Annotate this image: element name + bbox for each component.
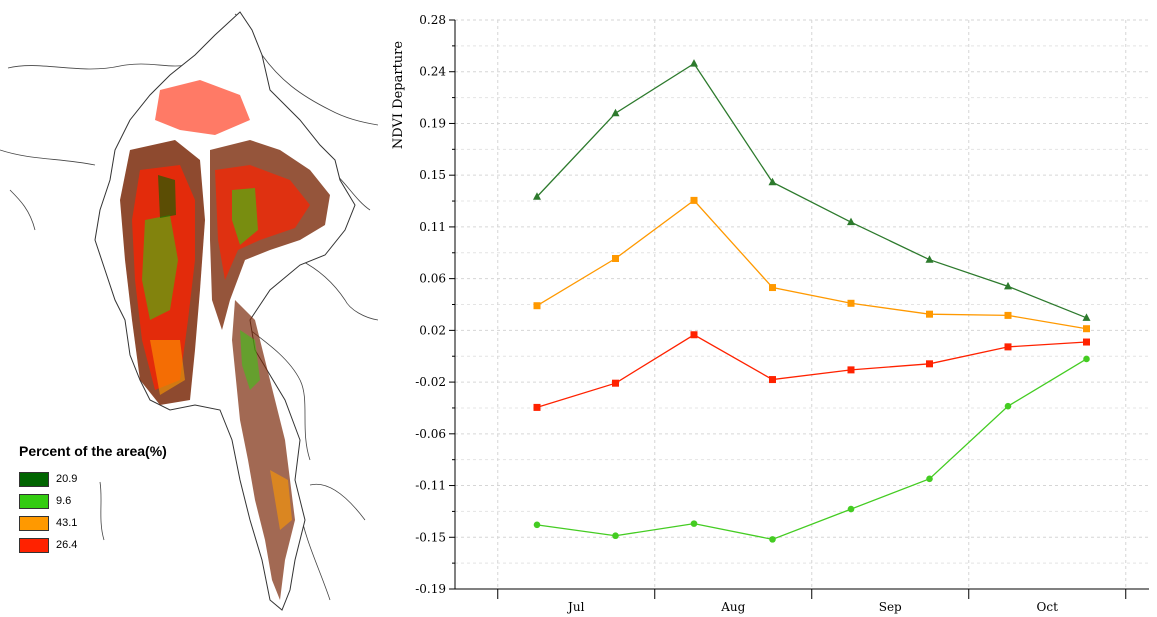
legend-item: 9.6 [19, 490, 167, 512]
y-tick-label: 0.06 [419, 272, 446, 286]
border-line [309, 483, 366, 521]
data-point [1083, 355, 1090, 363]
legend-item: 43.1 [19, 512, 167, 534]
border-line [9, 189, 36, 231]
data-point [1083, 338, 1090, 346]
series-group [533, 59, 1091, 321]
data-point [1004, 402, 1012, 410]
legend-value: 20.9 [56, 473, 78, 485]
x-tick-label: Aug [720, 600, 745, 614]
data-point [768, 177, 777, 186]
axes: 0.28 0.24 0.19 0.15 0.11 0.06 0.02 -0.02 -0.06 -0… [415, 13, 1149, 614]
data-point [926, 310, 933, 318]
data-point [533, 302, 541, 310]
map-panel: Percent of the area(%) 20.9 9.6 43.1 26.… [0, 0, 378, 617]
data-point [926, 360, 933, 368]
legend-item: 20.9 [19, 468, 167, 490]
legend-swatch [19, 493, 49, 509]
x-tick-label: Oct [1037, 600, 1059, 614]
y-tick-label: 0.28 [419, 13, 446, 27]
data-point [1082, 313, 1091, 321]
ndvi-line-chart: 0.28 0.24 0.19 0.15 0.11 0.06 0.02 -0.02 -0.06 -0… [391, 13, 1149, 614]
data-point [847, 505, 855, 513]
data-point [612, 379, 619, 387]
y-axis-title: NDVI Departure [391, 41, 406, 149]
data-point [690, 520, 698, 527]
legend-swatch [19, 515, 49, 531]
legend-swatch [19, 471, 49, 487]
series-group [533, 331, 1090, 411]
data-point [847, 299, 855, 307]
grid [455, 19, 1149, 590]
data-point [611, 108, 620, 117]
y-tick-label: -0.06 [415, 427, 446, 441]
data-point [769, 376, 776, 384]
series-line [536, 62, 1087, 319]
legend-swatch [19, 537, 49, 553]
legend-value: 26.4 [56, 539, 78, 551]
ndvi-texture [120, 80, 330, 600]
series-group [533, 355, 1090, 543]
legend-value: 43.1 [56, 517, 78, 529]
y-tick-label: -0.02 [415, 375, 446, 389]
y-tick-label: 0.24 [419, 65, 446, 79]
x-tick-label: Sep [879, 600, 902, 614]
y-tick-label: -0.19 [415, 582, 446, 596]
data-point [1004, 311, 1012, 319]
data-point [926, 475, 933, 483]
data-point [612, 532, 619, 540]
series-line [536, 199, 1087, 330]
data-point [690, 59, 698, 67]
data-point [1004, 343, 1012, 351]
y-tick-label: 0.15 [419, 168, 446, 182]
data-point [690, 196, 698, 204]
border-line [249, 329, 311, 461]
border-line [299, 259, 378, 321]
legend-item: 26.4 [19, 534, 167, 556]
data-point [533, 192, 541, 200]
map-legend: Percent of the area(%) 20.9 9.6 43.1 26.… [19, 443, 167, 556]
data-point [1083, 325, 1090, 333]
data-point [847, 366, 855, 374]
data-point [1004, 281, 1012, 290]
x-tick-label: Jul [566, 600, 585, 614]
y-tick-label: 0.19 [419, 116, 446, 130]
y-tick-label: -0.11 [415, 479, 446, 493]
data-point [533, 521, 541, 529]
data-point [769, 284, 776, 292]
myanmar-ndvi-map [0, 11, 378, 611]
series [533, 59, 1091, 543]
data-point [533, 403, 541, 411]
y-tick-label: 0.11 [419, 220, 446, 234]
border-line [0, 149, 96, 166]
series-line [536, 334, 1087, 409]
data-point [769, 536, 776, 543]
data-point [612, 254, 619, 262]
legend-title: Percent of the area(%) [19, 443, 167, 459]
border-line [7, 63, 191, 70]
y-tick-label: 0.02 [419, 323, 446, 337]
data-point [847, 217, 855, 226]
data-point [925, 255, 934, 263]
border-line [99, 481, 105, 541]
y-tick-label: -0.15 [415, 530, 446, 544]
legend-value: 9.6 [56, 495, 72, 507]
series-group [533, 196, 1090, 333]
series-line [536, 358, 1087, 541]
data-point [690, 331, 698, 339]
